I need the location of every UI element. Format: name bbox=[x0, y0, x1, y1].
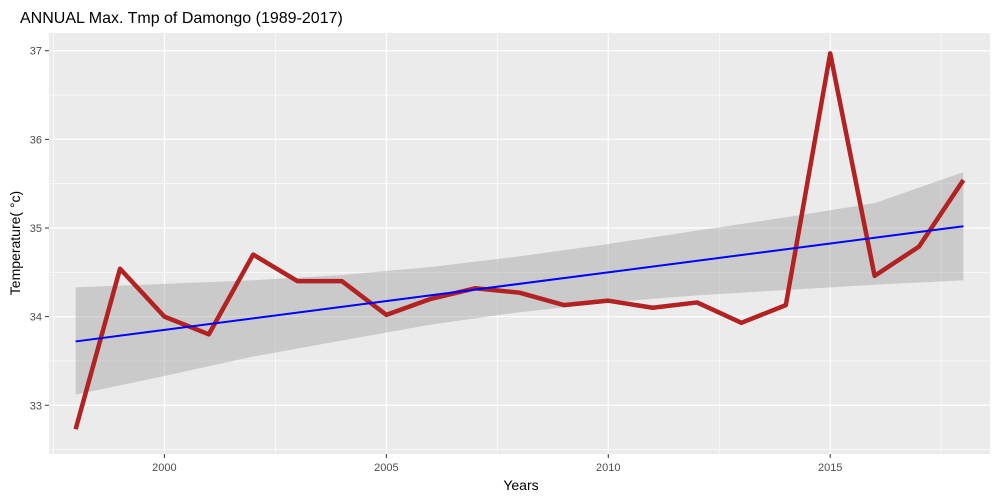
y-tick-label: 36 bbox=[30, 134, 42, 146]
chart-title: ANNUAL Max. Tmp of Damongo (1989-2017) bbox=[20, 10, 343, 27]
x-tick-label: 2000 bbox=[152, 462, 176, 474]
x-axis-title: Years bbox=[503, 477, 538, 493]
x-tick-label: 2005 bbox=[374, 462, 398, 474]
y-tick-label: 37 bbox=[30, 46, 42, 58]
minor-gridlines bbox=[49, 33, 990, 454]
x-tick-label: 2010 bbox=[596, 462, 620, 474]
y-axis: 33 34 35 36 37 bbox=[30, 46, 49, 412]
y-axis-title: Temperature( °c) bbox=[7, 191, 23, 295]
y-tick-label: 34 bbox=[30, 312, 42, 324]
series-layer bbox=[73, 51, 966, 430]
temperature-line bbox=[73, 51, 966, 430]
y-tick-label: 35 bbox=[30, 223, 42, 235]
x-tick-label: 2015 bbox=[818, 462, 842, 474]
x-axis: 2000 2005 2010 2015 bbox=[152, 454, 842, 474]
trend-layer bbox=[75, 225, 964, 343]
y-tick-label: 33 bbox=[30, 400, 42, 412]
trend-line bbox=[75, 225, 964, 343]
